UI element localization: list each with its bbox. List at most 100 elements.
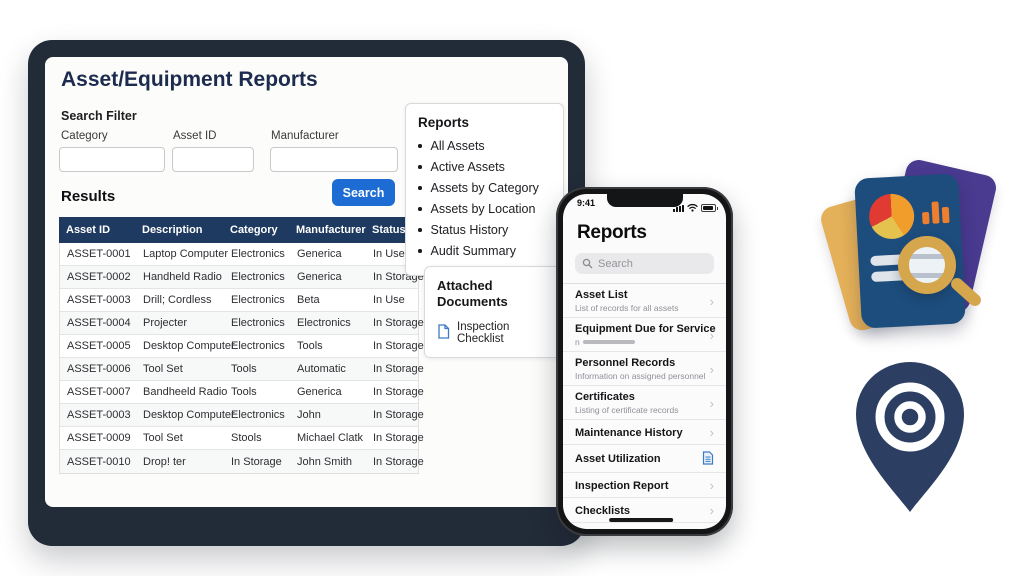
pie-chart-icon [868,192,916,241]
phone-list-item-text: Checklists [575,505,706,517]
phone-list-item[interactable]: Maintenance History › [563,420,726,445]
asset-id-field-label: Asset ID [173,130,217,142]
phone-list-item[interactable]: Inspection Report › [563,473,726,498]
table-cell: In Storage [373,455,424,468]
table-cell: Drill; Cordless [143,294,212,306]
table-cell: ASSET-0009 [67,432,131,444]
column-header: Description [142,224,203,236]
table-cell: Handheld Radio [143,271,222,283]
table-cell: Generica [297,248,342,260]
report-link[interactable]: Active Assets [418,160,551,174]
category-input[interactable] [59,147,165,172]
table-row[interactable]: ASSET-0005 Desktop Computer Electronics Too… [60,335,424,358]
table-cell: Projecter [143,317,188,329]
chevron-right-icon: › [709,425,714,440]
phone-list-item-title: Certificates [575,391,635,403]
table-cell: In Storage [373,340,424,352]
phone-list-item-title: Checklists [575,504,631,517]
report-link-label: Assets by Category [430,181,539,195]
table-row[interactable]: ASSET-0009 Tool Set Stools Michael Clatk In … [60,427,424,450]
table-cell: Electronics [231,271,285,283]
phone-list-item[interactable]: Personnel Records Information on assigned… [563,352,726,386]
chevron-right-icon: › [709,478,714,493]
table-cell: ASSET-0005 [67,340,131,352]
table-cell: Tools [231,363,257,375]
attached-documents-panel: Attached Documents Inspection Checklist [424,266,565,358]
table-cell: Electronics [231,409,285,421]
phone-list-item-title: Personnel Records [575,357,676,369]
phone-list-item[interactable]: Certificates Listing of certificate recor… [563,386,726,420]
bullet-icon [418,207,422,211]
table-row[interactable]: ASSET-0006 Tool Set Tools Automatic In Stora… [60,358,424,381]
table-row[interactable]: ASSET-0010 Drop! ter In Storage John Smith I… [60,450,424,473]
report-link[interactable]: Assets by Location [418,202,551,216]
table-cell: Stools [231,432,262,444]
report-link-label: Assets by Location [430,202,536,216]
chevron-right-icon: › [709,327,714,343]
table-cell: Michael Clatk [297,432,364,444]
report-link[interactable]: Assets by Category [418,181,551,195]
table-cell: In Storage [231,455,282,468]
table-cell: John [297,409,321,421]
results-table: Asset ID Description Category Manufacturer S… [59,217,424,474]
phone-list-item-text: Maintenance History [575,427,706,439]
table-row[interactable]: ASSET-0007 Bandheeld Radio Tools Generica In… [60,381,424,404]
report-link[interactable]: Status History [418,223,551,237]
phone-list-item[interactable]: Asset Utilization [563,445,726,473]
phone-list-item[interactable]: Checklists › [563,498,726,523]
category-field-label: Category [61,130,108,142]
home-indicator[interactable] [608,517,673,522]
table-row[interactable]: ASSET-0003 Desktop Computer Electronics Joh… [60,404,424,427]
table-cell: John Smith [297,455,353,468]
report-link[interactable]: Audit Summary [418,244,551,258]
manufacturer-input[interactable] [270,147,398,172]
phone-list-item-subtitle: n [575,337,706,347]
table-cell: ASSET-0006 [67,363,131,375]
location-pin-target-3d-icon [842,356,978,518]
phone-list-item[interactable]: Equipment Due for Service n › [563,318,726,352]
bullet-icon [418,186,422,190]
table-cell: Tool Set [143,432,183,444]
column-header: Manufacturer [296,224,366,236]
table-cell: In Storage [373,317,424,329]
column-header: Status [372,224,406,236]
chevron-right-icon: › [709,361,714,377]
report-link-label: Status History [430,223,509,237]
attached-document-label: Inspection Checklist [457,320,510,345]
phone-report-list: Asset List List of records for all assets… [563,283,726,523]
reports-panel-heading: Reports [418,115,470,130]
magnifier-icon [898,236,956,294]
table-cell: ASSET-0002 [67,271,131,283]
asset-id-input[interactable] [172,147,254,172]
results-heading: Results [61,188,116,205]
table-cell: Generica [297,271,342,283]
table-row[interactable]: ASSET-0001 Laptop Computer Electronics Gene… [60,243,418,266]
bullet-icon [418,144,422,148]
search-button[interactable]: Search [332,179,395,206]
table-cell: Desktop Computer [143,409,235,421]
status-bar-time: 9:41 [577,198,596,208]
table-cell: Beta [297,294,320,306]
bar-chart-icon [921,201,950,225]
reports-panel: Reports All Assets Active Assets Assets by… [405,103,564,276]
attached-document-item[interactable]: Inspection Checklist [437,321,552,345]
phone-list-item-text: Certificates Listing of certificate recor… [575,391,706,415]
phone-search-input[interactable]: Search [575,253,714,274]
phone-list-item-title: Equipment Due for Service [575,323,716,335]
report-link-label: All Assets [430,139,485,153]
chevron-right-icon: › [709,503,714,518]
manufacturer-field-label: Manufacturer [271,130,339,142]
table-cell: Automatic [297,363,346,375]
table-cell: Generica [297,386,342,398]
table-row[interactable]: ASSET-0002 Handheld Radio Electronics Gener… [60,266,424,289]
phone-search-placeholder: Search [598,257,633,270]
page-title: Asset/Equipment Reports [61,68,318,91]
phone-screen: 9:41 Reports Search Asset List List of re… [563,194,726,529]
table-row[interactable]: ASSET-0003 Drill; Cordless Electronics Beta… [60,289,418,312]
phone-list-item[interactable]: Asset List List of records for all assets… [563,284,726,318]
report-link-label: Active Assets [430,160,505,174]
report-link[interactable]: All Assets [418,139,551,153]
table-row[interactable]: ASSET-0004 Projecter Electronics Electronic… [60,312,424,335]
column-header: Category [230,224,278,236]
table-cell: ASSET-0007 [67,386,131,398]
